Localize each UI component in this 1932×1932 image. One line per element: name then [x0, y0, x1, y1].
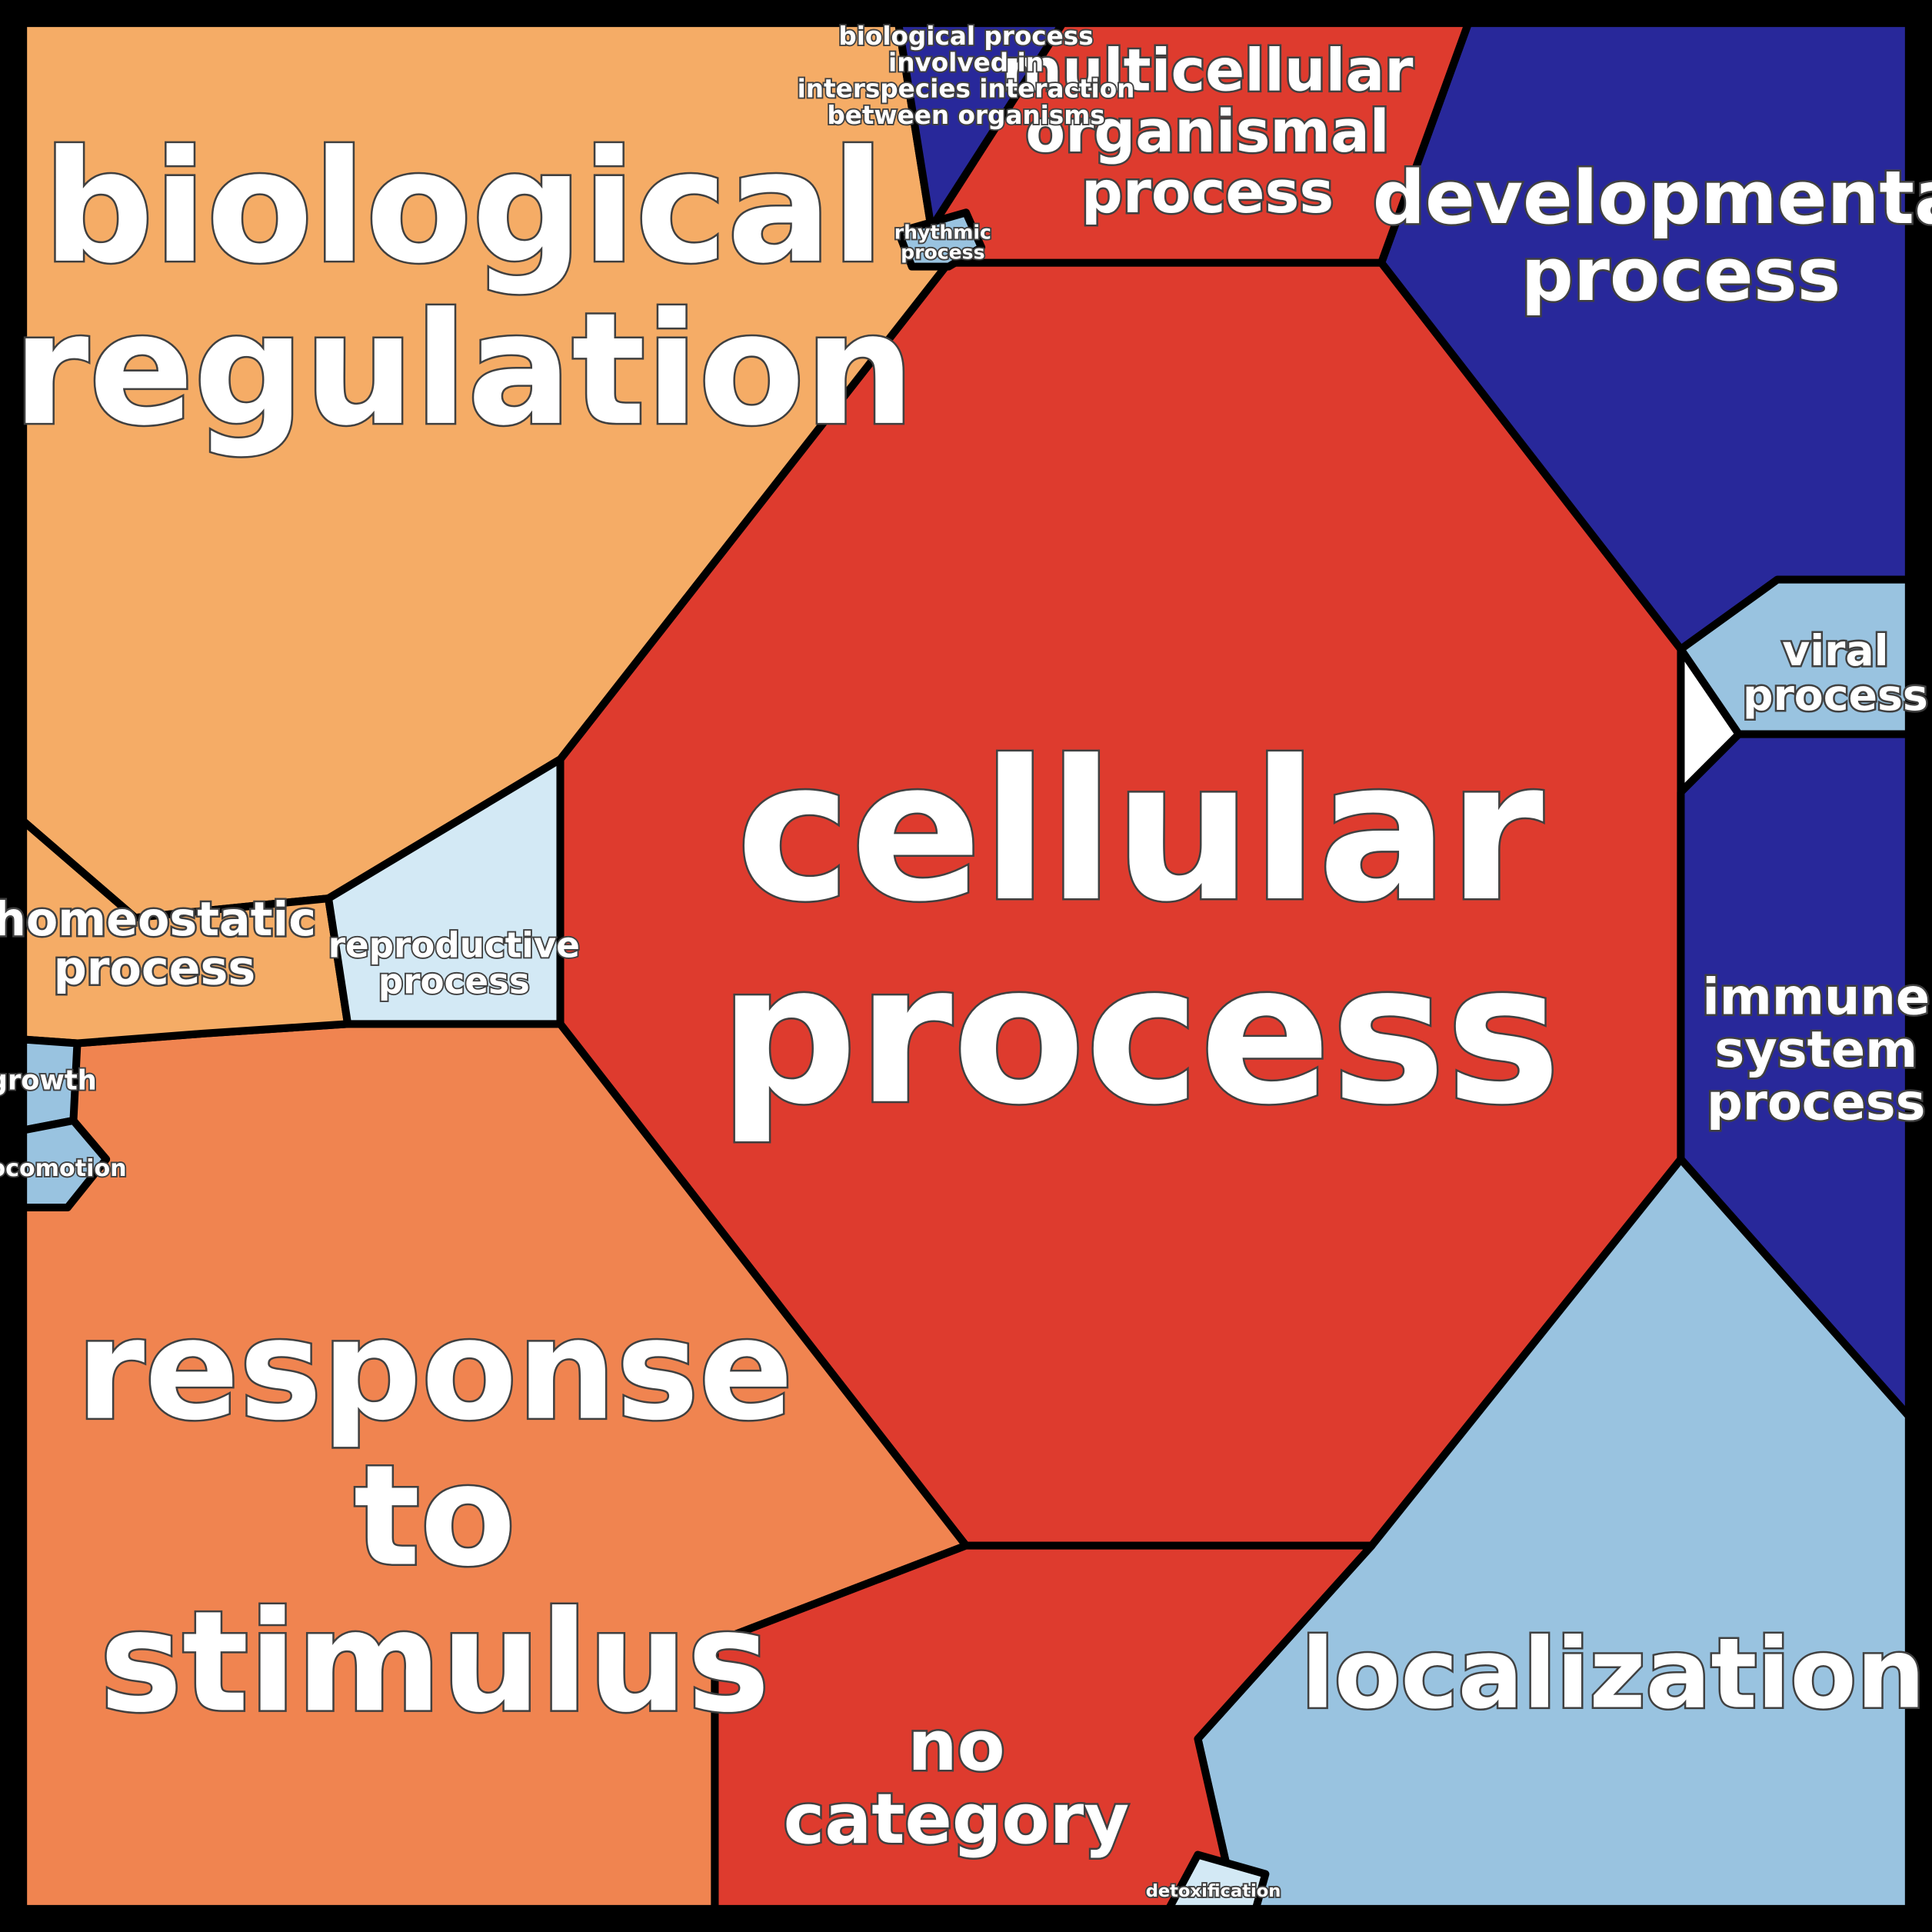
label-immune_system_process: immunesystemprocess [1702, 968, 1930, 1132]
label-bio_proc_interspecies: biological processinvolved ininterspecie… [798, 22, 1135, 130]
label-detoxification: detoxification [1146, 1881, 1281, 1901]
label-locomotion: locomotion [0, 1154, 127, 1181]
label-localization: localization [1301, 1617, 1925, 1730]
label-rhythmic_process: rhythmicprocess [894, 221, 991, 263]
label-cellular_process: cellularprocess [719, 720, 1561, 1148]
label-growth: growth [0, 1065, 97, 1097]
voronoi-treemap: cellularprocessbiologicalregulationrespo… [0, 0, 1932, 1932]
label-biological_regulation: biologicalregulation [12, 118, 914, 460]
